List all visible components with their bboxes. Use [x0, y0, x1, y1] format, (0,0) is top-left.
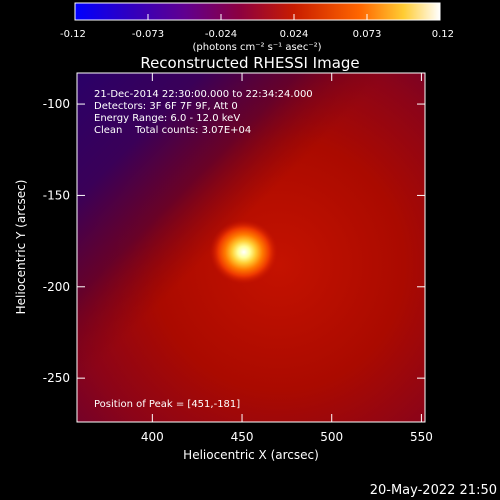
annotations: 21-Dec-2014 22:30:00.000 to 22:34:24.000…: [94, 89, 313, 136]
chart-title: Reconstructed RHESSI Image: [140, 54, 359, 72]
colorbar: [74, 2, 441, 21]
footer-date: 20-May-2022 21:50: [370, 483, 497, 498]
x-tick-label: 450: [231, 430, 254, 444]
plot-frame: [76, 72, 426, 423]
peak-position-label: Position of Peak = [451,-181]: [94, 399, 240, 410]
annotation-clean-counts: Clean Total counts: 3.07E+04: [94, 125, 251, 136]
y-tick-label: -100: [43, 97, 70, 111]
x-axis-label: Heliocentric X (arcsec): [183, 448, 319, 462]
y-tick-label: -200: [43, 280, 70, 294]
x-tick-label: 400: [141, 430, 164, 444]
x-tick-label: 500: [320, 430, 343, 444]
y-tick-label: -250: [43, 371, 70, 385]
colorbar-tick-label: 0.12: [432, 29, 454, 40]
colorbar-tick-label: -0.073: [132, 29, 164, 40]
colorbar-ticks: -0.12 -0.073 -0.024 0.024 0.073 0.12: [60, 14, 454, 40]
annotation-energy-range: Energy Range: 6.0 - 12.0 keV: [94, 113, 240, 124]
y-axis-label: Heliocentric Y (arcsec): [14, 180, 28, 315]
x-tick-label: 550: [410, 430, 433, 444]
heatmap-image: [77, 73, 425, 422]
colorbar-tick-label: 0.073: [353, 29, 382, 40]
colorbar-tick-label: -0.024: [205, 29, 237, 40]
colorbar-unit-label: (photons cm⁻² s⁻¹ asec⁻²): [192, 42, 321, 53]
colorbar-tick-label: 0.024: [280, 29, 309, 40]
annotation-detectors: Detectors: 3F 6F 7F 9F, Att 0: [94, 101, 238, 112]
annotation-time-range: 21-Dec-2014 22:30:00.000 to 22:34:24.000: [94, 89, 313, 100]
peak-source: [209, 220, 278, 285]
colorbar-tick-label: -0.12: [60, 29, 86, 40]
y-tick-label: -150: [43, 188, 70, 202]
axis-ticks: 400 450 500 550 -100 -150 -200 -250: [43, 73, 433, 444]
